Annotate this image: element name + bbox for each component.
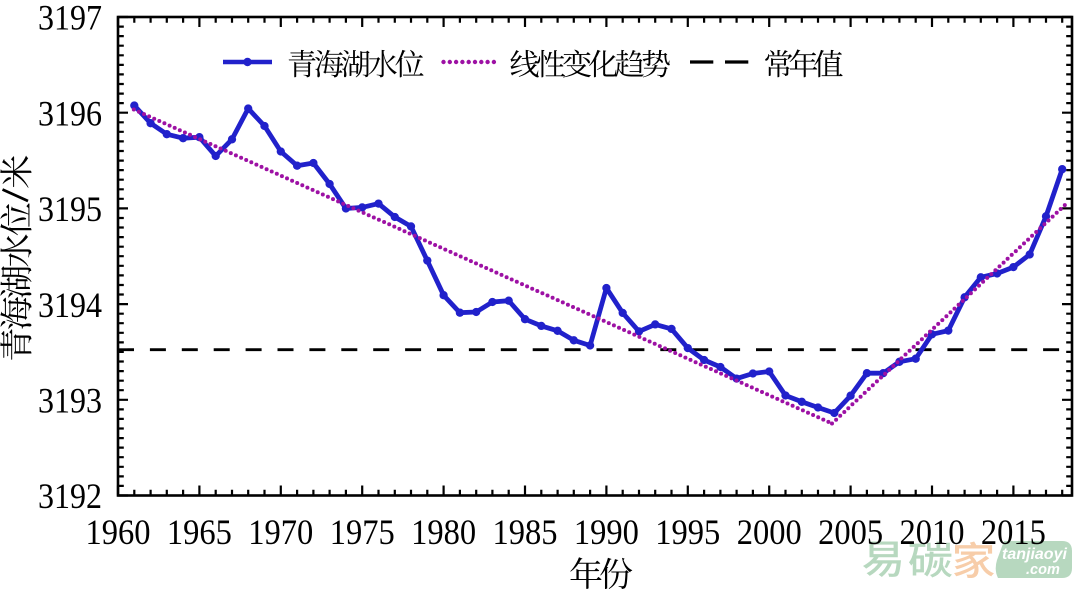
svg-text:2000: 2000 — [737, 512, 802, 552]
svg-text:1975: 1975 — [330, 512, 395, 552]
svg-text:2015: 2015 — [981, 512, 1046, 552]
svg-text:1965: 1965 — [167, 512, 232, 552]
svg-text:3194: 3194 — [38, 285, 102, 325]
svg-text:3195: 3195 — [38, 189, 102, 229]
svg-text:3197: 3197 — [38, 0, 102, 38]
svg-text:1980: 1980 — [411, 512, 476, 552]
svg-text:.com: .com — [1026, 562, 1060, 578]
svg-text:2005: 2005 — [818, 512, 883, 552]
svg-text:3193: 3193 — [38, 381, 102, 421]
svg-text:3196: 3196 — [38, 93, 102, 133]
svg-text:2010: 2010 — [900, 512, 965, 552]
svg-text:1995: 1995 — [655, 512, 720, 552]
svg-text:1960: 1960 — [86, 512, 151, 552]
svg-text:tanjiaoyi: tanjiaoyi — [1002, 546, 1067, 563]
svg-text:1985: 1985 — [493, 512, 558, 552]
svg-text:1990: 1990 — [574, 512, 639, 552]
svg-text:3192: 3192 — [38, 476, 102, 516]
svg-text:1970: 1970 — [248, 512, 313, 552]
